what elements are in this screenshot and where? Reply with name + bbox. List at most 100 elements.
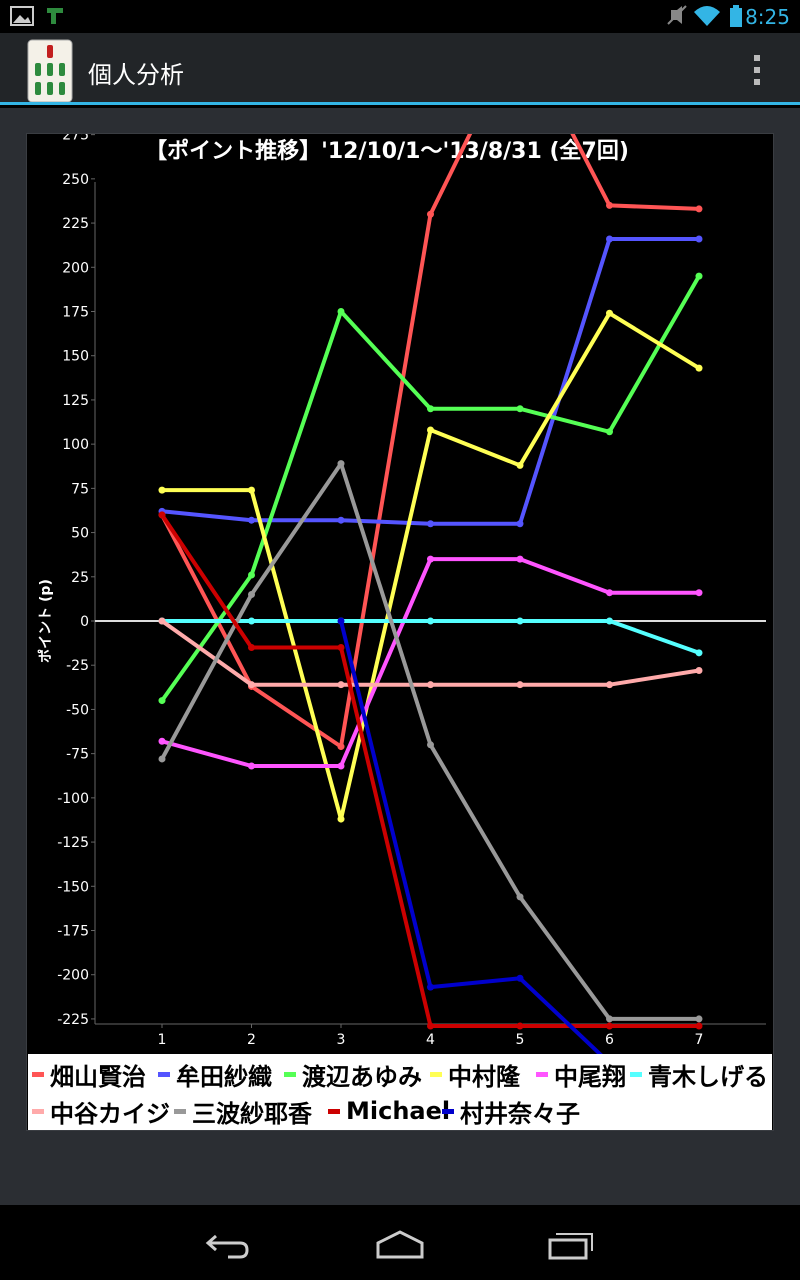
y-tick-label: -75 (66, 747, 89, 763)
y-tick-label: 0 (80, 614, 89, 630)
data-point (248, 762, 255, 770)
y-tick-label: 275 (62, 134, 89, 144)
action-bar-divider (0, 102, 800, 105)
series-line-7 (160, 619, 700, 687)
y-tick-label: -50 (66, 702, 89, 718)
data-point (695, 667, 703, 675)
legend-swatch (174, 1108, 186, 1114)
back-icon[interactable] (205, 1234, 249, 1259)
data-point (516, 555, 524, 563)
data-point (248, 571, 255, 579)
x-tick-label: 2 (247, 1032, 256, 1048)
recent-apps-icon[interactable] (548, 1233, 593, 1260)
data-point (427, 741, 434, 749)
data-point (695, 272, 703, 280)
series-line-2 (161, 237, 699, 526)
gallery-notification-icon (10, 6, 34, 26)
data-point (158, 737, 166, 745)
x-tick-label: 6 (605, 1032, 614, 1048)
data-point (516, 520, 524, 528)
data-point (337, 617, 345, 625)
y-tick-label: -100 (57, 791, 89, 807)
legend-label: 牟田紗織 (176, 1062, 272, 1091)
wifi-icon (694, 6, 720, 26)
data-point (248, 590, 255, 598)
mute-icon (667, 5, 687, 25)
legend-label: 青木しげる (648, 1062, 768, 1091)
y-tick-label: 250 (62, 172, 89, 188)
data-point (248, 644, 255, 652)
data-point (516, 405, 524, 413)
data-point (427, 1022, 434, 1030)
data-point (248, 516, 255, 524)
data-point (337, 743, 345, 751)
action-bar: 個人分析 (0, 33, 800, 105)
y-tick-label: -150 (57, 879, 89, 895)
x-tick-label: 3 (337, 1032, 346, 1048)
legend-swatch (284, 1071, 296, 1077)
data-point (158, 617, 166, 625)
line-chart: 【ポイント推移】'12/10/1～'13/8/31 (全7回) ポイント (p)… (37, 134, 766, 1130)
y-tick-label: -25 (66, 658, 89, 674)
data-point (337, 460, 345, 468)
clock: 8:25 (745, 5, 790, 29)
data-point (695, 1015, 703, 1023)
data-point (695, 205, 703, 213)
data-point (516, 974, 524, 982)
data-point (606, 1015, 613, 1023)
legend-item: 中谷カイジ (32, 1094, 170, 1128)
data-point (695, 1022, 703, 1030)
legend-swatch (430, 1071, 442, 1077)
data-point (248, 617, 255, 625)
y-tick-label: 150 (62, 349, 89, 365)
data-point (427, 983, 434, 991)
legend-swatch (32, 1071, 44, 1077)
legend-swatch (630, 1071, 642, 1077)
legend-item: 畑山賢治 (32, 1057, 146, 1091)
page-title: 個人分析 (88, 61, 184, 89)
x-tick-label: 4 (426, 1032, 435, 1048)
y-tick-label: 75 (71, 481, 89, 497)
legend-item: 中尾翔 (536, 1057, 626, 1091)
legend-label: 畑山賢治 (50, 1062, 146, 1091)
legend-label: 中谷カイジ (50, 1099, 170, 1128)
data-point (158, 486, 166, 494)
data-point (248, 681, 255, 689)
legend-item: 中村隆 (430, 1057, 520, 1091)
x-tick-label: 1 (158, 1032, 167, 1048)
overflow-menu-icon[interactable] (751, 53, 763, 87)
data-point (606, 309, 613, 317)
home-icon[interactable] (376, 1230, 424, 1259)
y-tick-label: 25 (71, 570, 89, 586)
data-point (337, 681, 345, 689)
data-point (427, 210, 434, 218)
legend-item: 牟田紗織 (158, 1057, 272, 1091)
legend-swatch (32, 1108, 44, 1114)
data-point (427, 520, 434, 528)
y-tick-label: -225 (57, 1012, 89, 1028)
data-point (516, 1022, 524, 1030)
legend-label: 村井奈々子 (460, 1099, 580, 1128)
chart-title: 【ポイント推移】'12/10/1～'13/8/31 (全7回) (145, 138, 629, 164)
legend-label: 中尾翔 (554, 1062, 626, 1091)
y-tick-label: -175 (57, 924, 89, 940)
app-logo-icon[interactable] (27, 39, 75, 103)
y-tick-label: 125 (62, 393, 89, 409)
y-tick-label: 175 (62, 304, 89, 320)
data-point (337, 815, 345, 823)
y-tick-label: 200 (62, 260, 89, 276)
data-point (606, 235, 613, 243)
legend-item: 青木しげる (630, 1057, 768, 1091)
y-tick-label: 50 (71, 526, 89, 542)
y-tick-label: -200 (57, 968, 89, 984)
x-tick-label: 7 (695, 1032, 704, 1048)
legend-item: 三波紗耶香 (174, 1094, 312, 1128)
data-point (606, 589, 613, 597)
legend-item: 村井奈々子 (442, 1094, 580, 1128)
y-tick-label: 100 (62, 437, 89, 453)
x-tick-label: 5 (516, 1032, 525, 1048)
data-point (158, 511, 166, 519)
legend-swatch (328, 1108, 340, 1114)
legend-label: 三波紗耶香 (192, 1099, 312, 1128)
data-point (337, 307, 345, 315)
